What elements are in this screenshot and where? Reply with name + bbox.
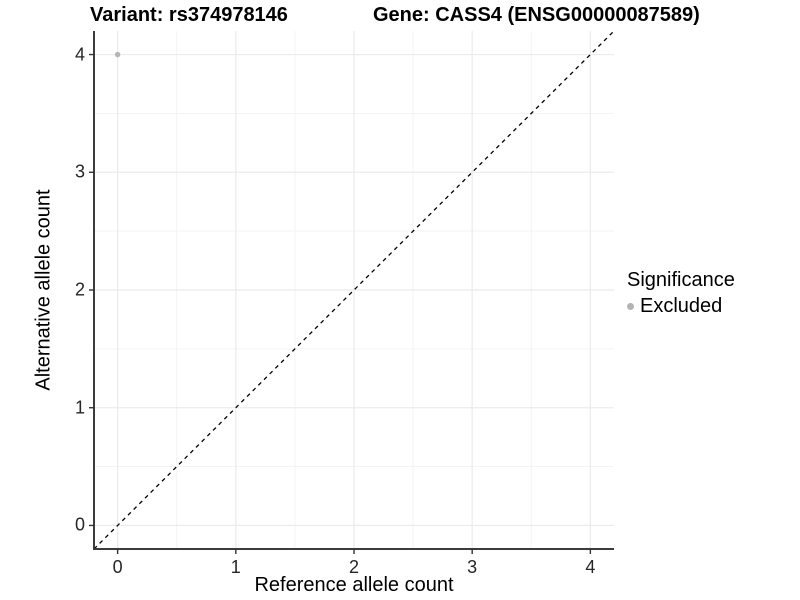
- y-tick-label: 2: [74, 279, 85, 300]
- y-tick-label: 0: [74, 514, 85, 535]
- x-tick-label: 1: [230, 557, 241, 577]
- legend-item: Excluded: [627, 295, 735, 318]
- x-tick-label: 3: [467, 557, 478, 577]
- data-point: [114, 51, 121, 58]
- x-tick-label: 0: [112, 557, 123, 577]
- identity-line: [93, 30, 615, 550]
- y-tick-label: 1: [74, 397, 85, 418]
- legend-title: Significance: [627, 269, 735, 291]
- x-tick-label: 2: [348, 557, 360, 577]
- x-axis-title: Reference allele count: [254, 574, 454, 596]
- y-axis-title: Alternative allele count: [32, 189, 55, 391]
- y-tick-label: 4: [74, 44, 85, 65]
- legend-key-dot: [627, 303, 634, 310]
- x-tick-label: 4: [585, 557, 596, 577]
- y-tick-label: 3: [74, 161, 85, 182]
- plot-title-gene: Gene: CASS4 (ENSG00000087589): [373, 4, 700, 26]
- legend-item-label: Excluded: [640, 295, 723, 317]
- legend-items: Excluded: [627, 295, 735, 318]
- legend: Significance Excluded: [627, 269, 735, 318]
- plot-title-variant: Variant: rs374978146: [90, 4, 288, 26]
